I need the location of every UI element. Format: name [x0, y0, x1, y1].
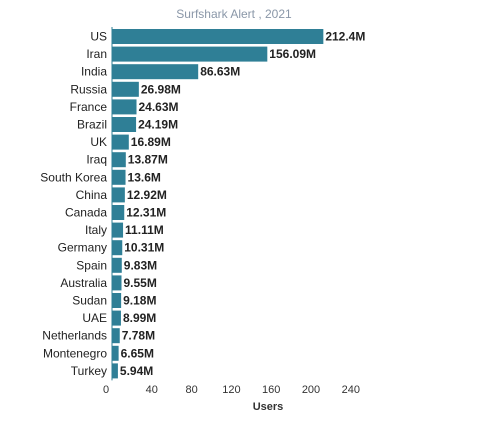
data-label: 13.87M: [128, 153, 168, 167]
x-tick-label: 240: [342, 384, 360, 396]
data-label: 12.31M: [126, 206, 166, 220]
bar: [112, 275, 122, 291]
bar: [112, 240, 123, 256]
data-label: 7.78M: [122, 329, 155, 343]
category-label: Iraq: [86, 153, 107, 167]
x-tick-label: 200: [302, 384, 320, 396]
data-label: 6.65M: [121, 346, 154, 360]
bar: [112, 222, 124, 238]
category-label: South Korea: [40, 170, 107, 184]
category-label: Brazil: [77, 118, 107, 132]
bar: [112, 345, 119, 361]
category-label: Canada: [65, 206, 107, 220]
bar: [112, 293, 122, 308]
data-label: 5.94M: [120, 364, 153, 378]
x-tick-label: 120: [222, 384, 240, 396]
data-label: 11.11M: [125, 223, 164, 237]
chart-title: Surfshark Alert , 2021: [176, 7, 292, 21]
bar: [112, 152, 126, 168]
category-label: Sudan: [72, 294, 107, 308]
category-label: Iran: [86, 47, 107, 61]
category-label: China: [76, 188, 108, 202]
data-label: 24.63M: [139, 100, 179, 114]
x-tick-label: 0: [103, 384, 109, 396]
category-label: UAE: [82, 311, 107, 325]
bar: [112, 169, 126, 185]
data-label: 9.55M: [124, 276, 157, 290]
category-label: France: [70, 100, 108, 114]
x-axis-label: Users: [253, 401, 284, 413]
bar: [112, 134, 129, 150]
data-label: 9.18M: [123, 294, 156, 308]
category-label: Australia: [60, 276, 107, 290]
category-label: Turkey: [71, 364, 107, 378]
x-tick-label: 40: [146, 384, 158, 396]
category-label: Russia: [70, 82, 107, 96]
data-label: 16.89M: [131, 135, 171, 149]
data-label: 13.6M: [128, 170, 161, 184]
x-tick-label: 160: [262, 384, 280, 396]
category-label: UK: [90, 135, 107, 149]
bar: [112, 328, 120, 344]
data-label: 156.09M: [269, 47, 316, 61]
category-label: India: [81, 65, 107, 79]
category-label: Montenegro: [43, 346, 107, 360]
bar: [112, 187, 125, 203]
bar: [112, 310, 121, 326]
bar: [112, 363, 118, 379]
bar: [112, 46, 268, 62]
category-label: Netherlands: [42, 329, 107, 343]
bars-layer: US 212.4M Iran 156.09M India 86.63M Russia 26.9…: [40, 29, 365, 379]
data-label: 9.83M: [124, 258, 157, 272]
category-label: Germany: [58, 241, 107, 255]
bar: [112, 205, 125, 220]
bar: [112, 81, 139, 97]
bar: [112, 64, 199, 80]
data-label: 24.19M: [138, 118, 178, 132]
bar: [112, 99, 137, 115]
bar: [112, 29, 324, 44]
x-tick-label: 80: [185, 384, 197, 396]
x-axis: 0 40 80 120 160 200 240: [103, 27, 360, 396]
data-label: 8.99M: [123, 311, 156, 325]
data-label: 10.31M: [124, 241, 164, 255]
category-label: Italy: [85, 223, 107, 237]
category-label: US: [90, 30, 107, 44]
bar: [112, 257, 122, 273]
data-label: 212.4M: [325, 30, 365, 44]
data-label: 86.63M: [200, 65, 240, 79]
category-label: Spain: [76, 258, 107, 272]
bar: [112, 117, 137, 132]
data-label: 26.98M: [141, 82, 181, 96]
data-label: 12.92M: [127, 188, 167, 202]
